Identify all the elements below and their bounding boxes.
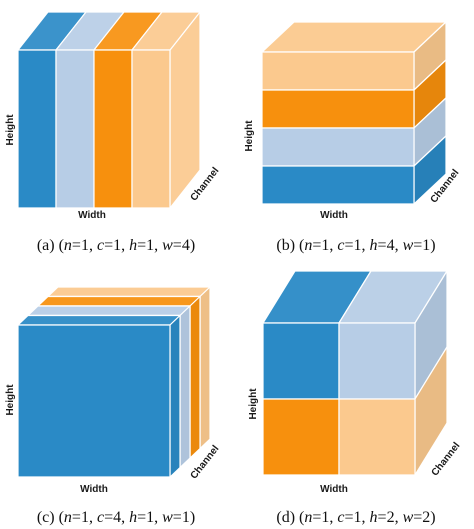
panel-a: Height Width Channel (a) (n=1, c=1, h=1,… bbox=[5, 11, 222, 254]
front-slab-c-1 bbox=[17, 324, 171, 478]
tensor-cube-c bbox=[17, 286, 211, 478]
tensor-cube-a bbox=[17, 11, 201, 209]
height-label-c: Height bbox=[5, 384, 16, 416]
front-stripe-a-4 bbox=[131, 49, 171, 209]
side-slab-c-2 bbox=[179, 305, 191, 469]
top-slab-c-4 bbox=[47, 286, 211, 298]
front-quadrant-d-tl bbox=[262, 322, 340, 400]
height-label-d: Height bbox=[248, 388, 259, 420]
caption-c: (c) (n=1, c=4, h=1, w=1) bbox=[37, 509, 195, 526]
panel-b: Height Width Channel (b) (n=1, c=1, h=4,… bbox=[244, 21, 462, 254]
front-stripe-b-4 bbox=[261, 165, 415, 205]
tensor-cube-b bbox=[261, 21, 447, 205]
channel-label-d: Channel bbox=[430, 440, 463, 478]
side-slab-c-4 bbox=[199, 286, 211, 450]
front-quadrant-d-bl bbox=[262, 398, 340, 476]
front-stripe-b-3 bbox=[261, 127, 415, 167]
height-label-a: Height bbox=[5, 114, 16, 146]
top-slab-c-3 bbox=[37, 295, 201, 307]
width-label-a: Width bbox=[78, 210, 106, 221]
width-label-c: Width bbox=[80, 484, 108, 495]
caption-a: (a) (n=1, c=1, h=1, w=4) bbox=[37, 237, 195, 254]
top-slab-c-1 bbox=[17, 314, 181, 326]
tensor-cube-d bbox=[262, 270, 448, 476]
top-slab-c-2 bbox=[27, 305, 191, 317]
front-quadrant-d-tr bbox=[338, 322, 416, 400]
front-stripe-b-1 bbox=[261, 51, 415, 91]
width-label-d: Width bbox=[320, 484, 348, 495]
panel-d: Height Width Channel (d) (n=1, c=1, h=2,… bbox=[248, 270, 463, 526]
side-slab-c-1 bbox=[169, 314, 181, 478]
front-stripe-a-2 bbox=[55, 49, 95, 209]
side-slab-c-3 bbox=[189, 295, 201, 459]
height-label-b: Height bbox=[244, 120, 255, 152]
width-label-b: Width bbox=[320, 210, 348, 221]
front-quadrant-d-br bbox=[338, 398, 416, 476]
front-stripe-a-1 bbox=[17, 49, 57, 209]
caption-b: (b) (n=1, c=1, h=4, w=1) bbox=[276, 237, 435, 254]
front-stripe-a-3 bbox=[93, 49, 133, 209]
front-stripe-b-2 bbox=[261, 89, 415, 129]
caption-d: (d) (n=1, c=1, h=2, w=2) bbox=[276, 509, 435, 526]
panel-c: Height Width Channel (c) (n=1, c=4, h=1,… bbox=[5, 286, 222, 526]
